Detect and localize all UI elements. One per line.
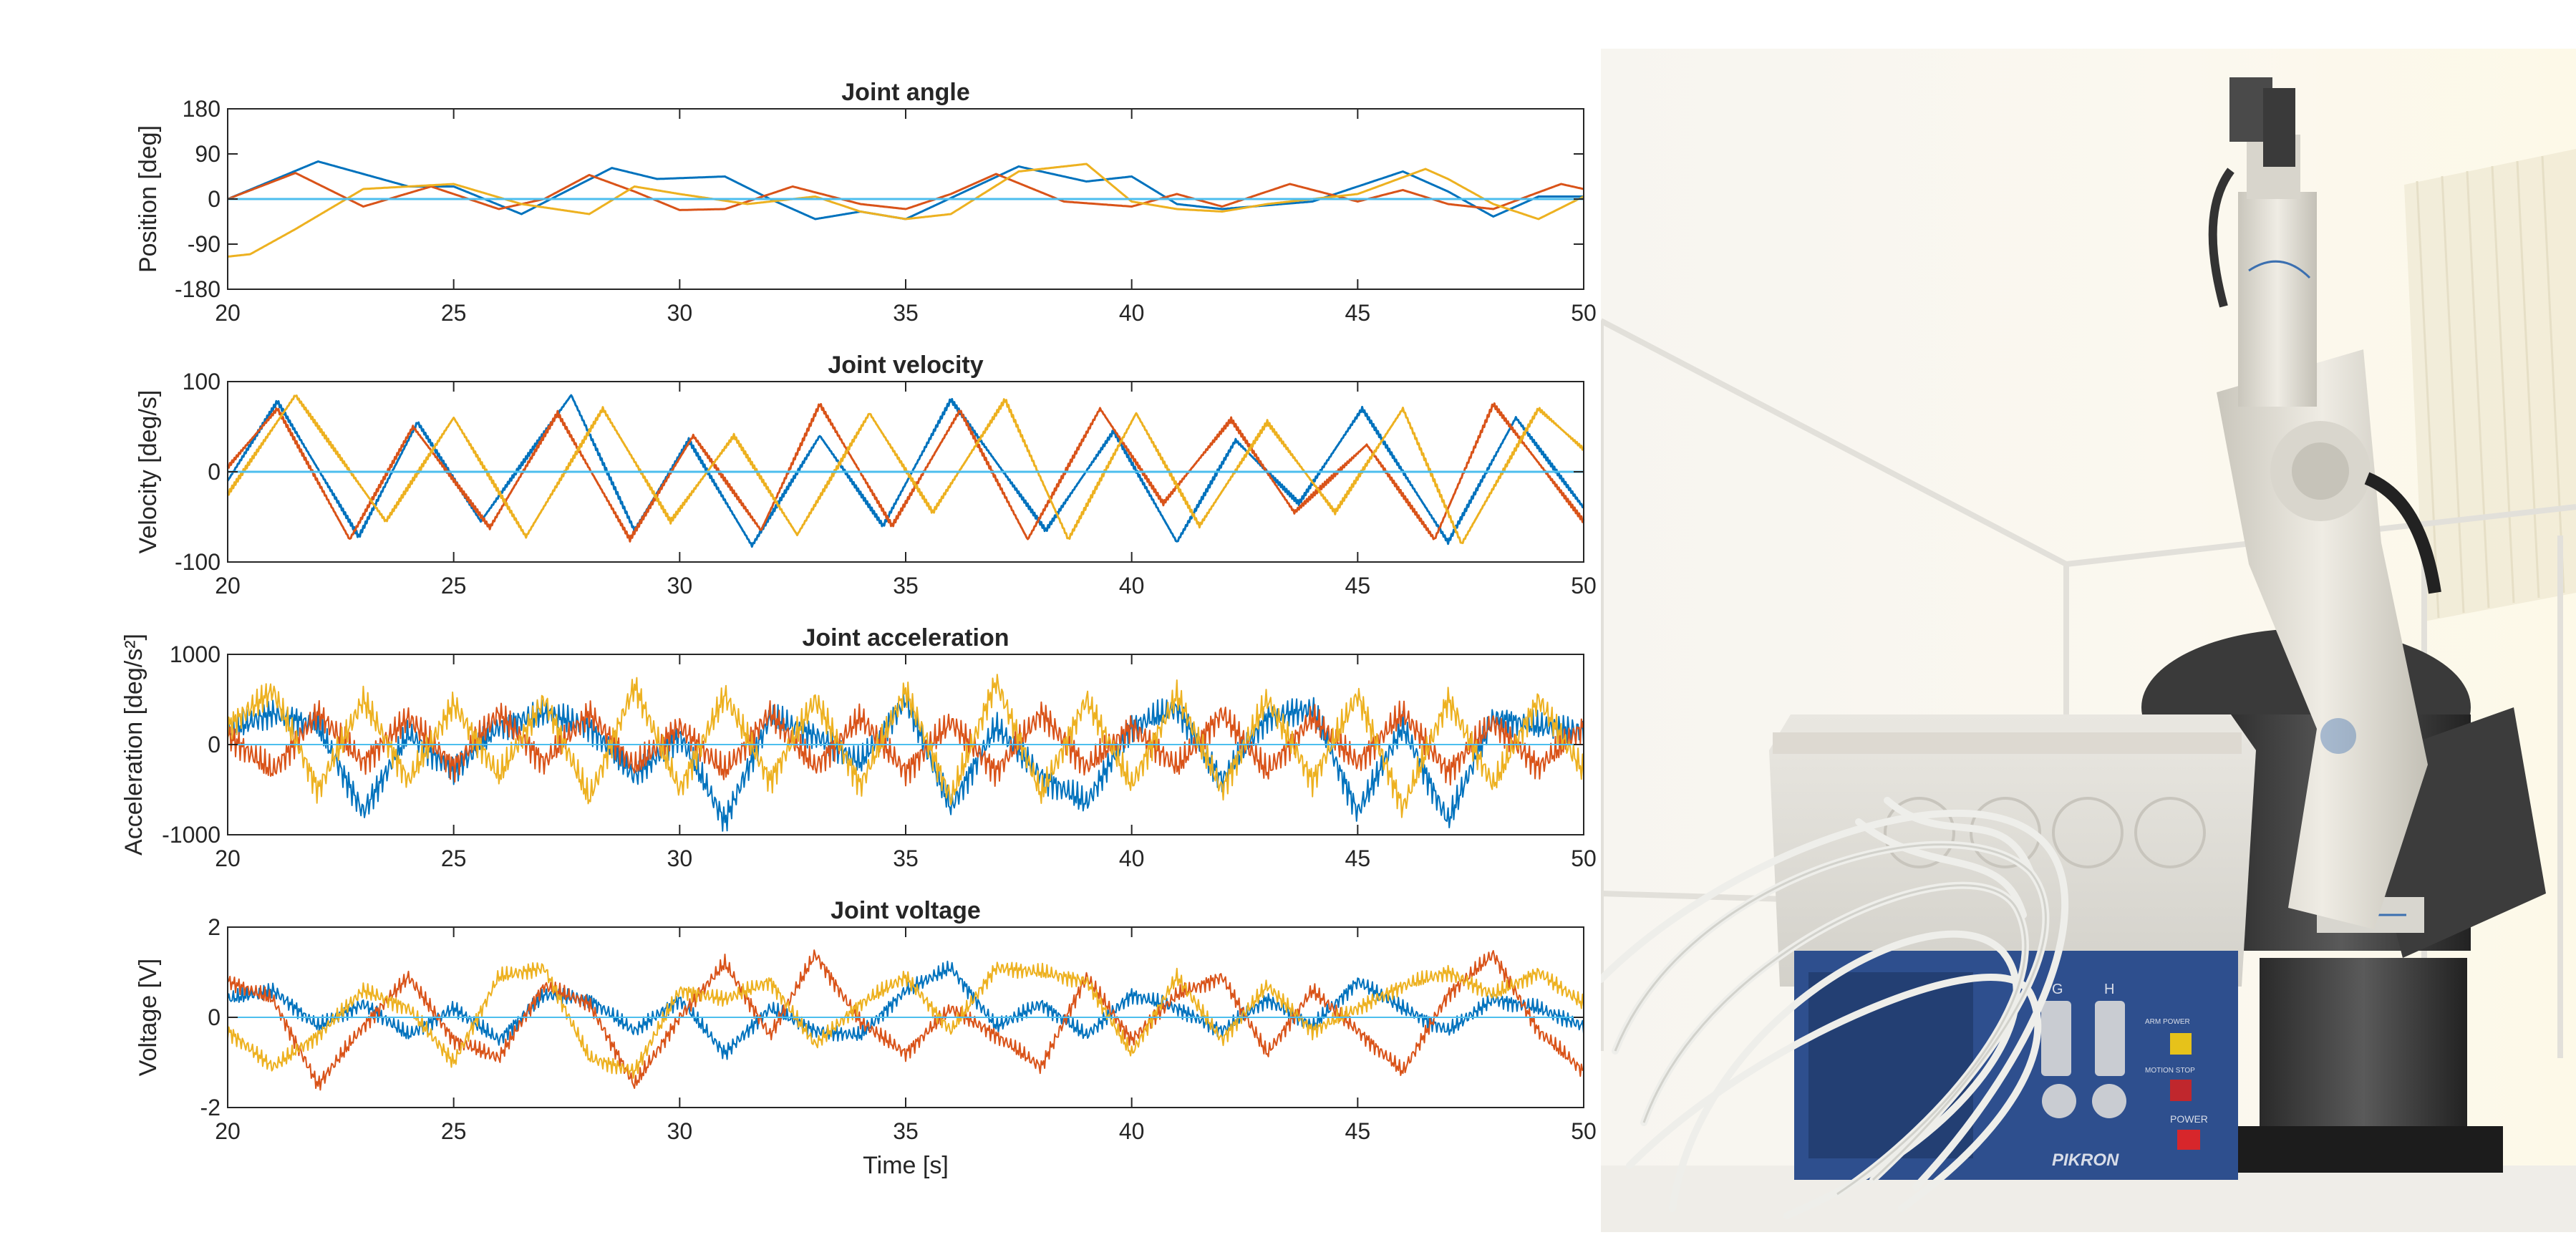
x-tick-label: 20: [215, 1118, 241, 1144]
series-line-1: [227, 692, 1584, 832]
chart-title: Joint acceleration: [802, 624, 1009, 651]
series-line-2: [227, 172, 1584, 211]
chart-title: Joint angle: [841, 79, 969, 106]
x-tick-label: 45: [1345, 573, 1371, 599]
y-tick-label: 0: [208, 459, 221, 485]
x-tick-label: 25: [441, 300, 467, 326]
y-tick-label: -100: [175, 549, 221, 575]
robot-arm: [2208, 77, 2441, 929]
chart-title: Joint velocity: [828, 352, 983, 379]
y-axis-label: Acceleration [deg/s²]: [120, 634, 147, 856]
x-tick-label: 40: [1119, 573, 1145, 599]
series-line-1: [227, 960, 1584, 1060]
x-tick-label: 30: [667, 846, 693, 871]
y-axis-label: Position [deg]: [135, 125, 162, 273]
x-tick-label: 40: [1119, 300, 1145, 326]
x-tick-label: 40: [1119, 1118, 1145, 1144]
series-line-3: [227, 961, 1584, 1079]
x-tick-label: 35: [893, 1118, 919, 1144]
controller-box: G H ARM POWER MOTION STOP POWER PIKRON: [1769, 714, 2256, 1180]
x-tick-label: 50: [1571, 846, 1597, 871]
y-tick-label: 1000: [170, 641, 221, 667]
panel-label-arm-power: ARM POWER: [2145, 1018, 2190, 1026]
x-tick-label: 50: [1571, 573, 1597, 599]
robot-photo: G H ARM POWER MOTION STOP POWER PIKRON: [1597, 49, 2576, 1232]
y-tick-label: 0: [208, 1004, 221, 1030]
x-tick-label: 40: [1119, 846, 1145, 871]
y-tick-label: -90: [188, 231, 221, 257]
robot-photo-svg: G H ARM POWER MOTION STOP POWER PIKRON: [1597, 49, 2576, 1232]
cable-shadows: [1614, 843, 2047, 1196]
window-blinds: [2404, 149, 2576, 621]
y-tick-label: -2: [200, 1095, 221, 1120]
x-tick-label: 35: [893, 300, 919, 326]
x-tick-label: 20: [215, 300, 241, 326]
panel-label-power: POWER: [2170, 1113, 2208, 1125]
y-axis-label: Voltage [V]: [135, 959, 162, 1076]
y-tick-label: 180: [183, 96, 221, 122]
x-tick-label: 20: [215, 846, 241, 871]
x-tick-label: 30: [667, 573, 693, 599]
x-tick-label: 35: [893, 846, 919, 871]
series-line-3: [227, 674, 1584, 818]
series-line-3: [227, 163, 1584, 258]
x-axis-label: Time [s]: [863, 1152, 949, 1179]
y-tick-label: 0: [208, 186, 221, 212]
x-tick-label: 35: [893, 573, 919, 599]
panel-label-g: G: [2052, 982, 2063, 997]
x-tick-label: 25: [441, 573, 467, 599]
x-tick-label: 25: [441, 1118, 467, 1144]
y-tick-label: -1000: [162, 822, 221, 848]
x-tick-label: 30: [667, 300, 693, 326]
series-line-2: [227, 949, 1584, 1091]
x-tick-label: 45: [1345, 300, 1371, 326]
y-tick-label: 100: [183, 369, 221, 394]
y-tick-label: 2: [208, 914, 221, 940]
x-tick-label: 50: [1571, 300, 1597, 326]
series-line-2: [227, 699, 1584, 788]
x-tick-label: 50: [1571, 1118, 1597, 1144]
x-tick-label: 30: [667, 1118, 693, 1144]
panel-label-motion-stop: MOTION STOP: [2145, 1067, 2195, 1075]
x-tick-label: 45: [1345, 1118, 1371, 1144]
x-tick-label: 20: [215, 573, 241, 599]
charts-panel: 20 25 30 35 40 45 50 180 90 0 -90 -180 Joint angle Po…: [120, 79, 1597, 1179]
y-axis-label: Velocity [deg/s]: [135, 390, 162, 554]
chart-title: Joint voltage: [831, 897, 981, 924]
x-tick-label: 25: [441, 846, 467, 871]
panel-label-h: H: [2104, 982, 2114, 997]
y-tick-label: 90: [195, 141, 221, 167]
series-line-2: [226, 402, 1585, 543]
panel-label-brand: PIKRON: [2052, 1150, 2119, 1170]
y-tick-label: -180: [175, 276, 221, 302]
x-tick-label: 45: [1345, 846, 1371, 871]
y-tick-label: 0: [208, 732, 221, 757]
series-line-3: [226, 394, 1585, 544]
